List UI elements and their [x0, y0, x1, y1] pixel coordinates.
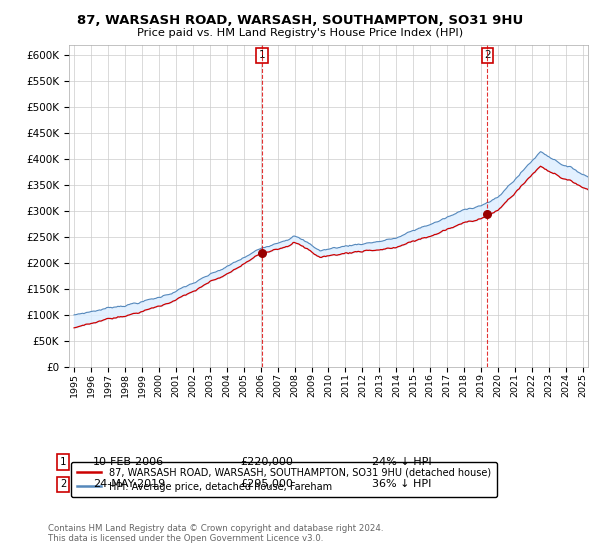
Text: 10-FEB-2006: 10-FEB-2006: [93, 457, 164, 467]
Text: £220,000: £220,000: [240, 457, 293, 467]
Text: 1: 1: [60, 457, 66, 467]
Text: 36% ↓ HPI: 36% ↓ HPI: [372, 479, 431, 489]
Text: 2: 2: [484, 50, 491, 60]
Point: [482, 209, 492, 218]
Text: £295,000: £295,000: [240, 479, 293, 489]
Text: Price paid vs. HM Land Registry's House Price Index (HPI): Price paid vs. HM Land Registry's House …: [137, 28, 463, 38]
Text: 87, WARSASH ROAD, WARSASH, SOUTHAMPTON, SO31 9HU: 87, WARSASH ROAD, WARSASH, SOUTHAMPTON, …: [77, 14, 523, 27]
Text: Contains HM Land Registry data © Crown copyright and database right 2024.
This d: Contains HM Land Registry data © Crown c…: [48, 524, 383, 543]
Point: [257, 248, 267, 257]
Text: 24% ↓ HPI: 24% ↓ HPI: [372, 457, 431, 467]
Text: 1: 1: [259, 50, 266, 60]
Legend: 87, WARSASH ROAD, WARSASH, SOUTHAMPTON, SO31 9HU (detached house), HPI: Average : 87, WARSASH ROAD, WARSASH, SOUTHAMPTON, …: [71, 462, 497, 497]
Text: 2: 2: [60, 479, 66, 489]
Text: 24-MAY-2019: 24-MAY-2019: [93, 479, 165, 489]
